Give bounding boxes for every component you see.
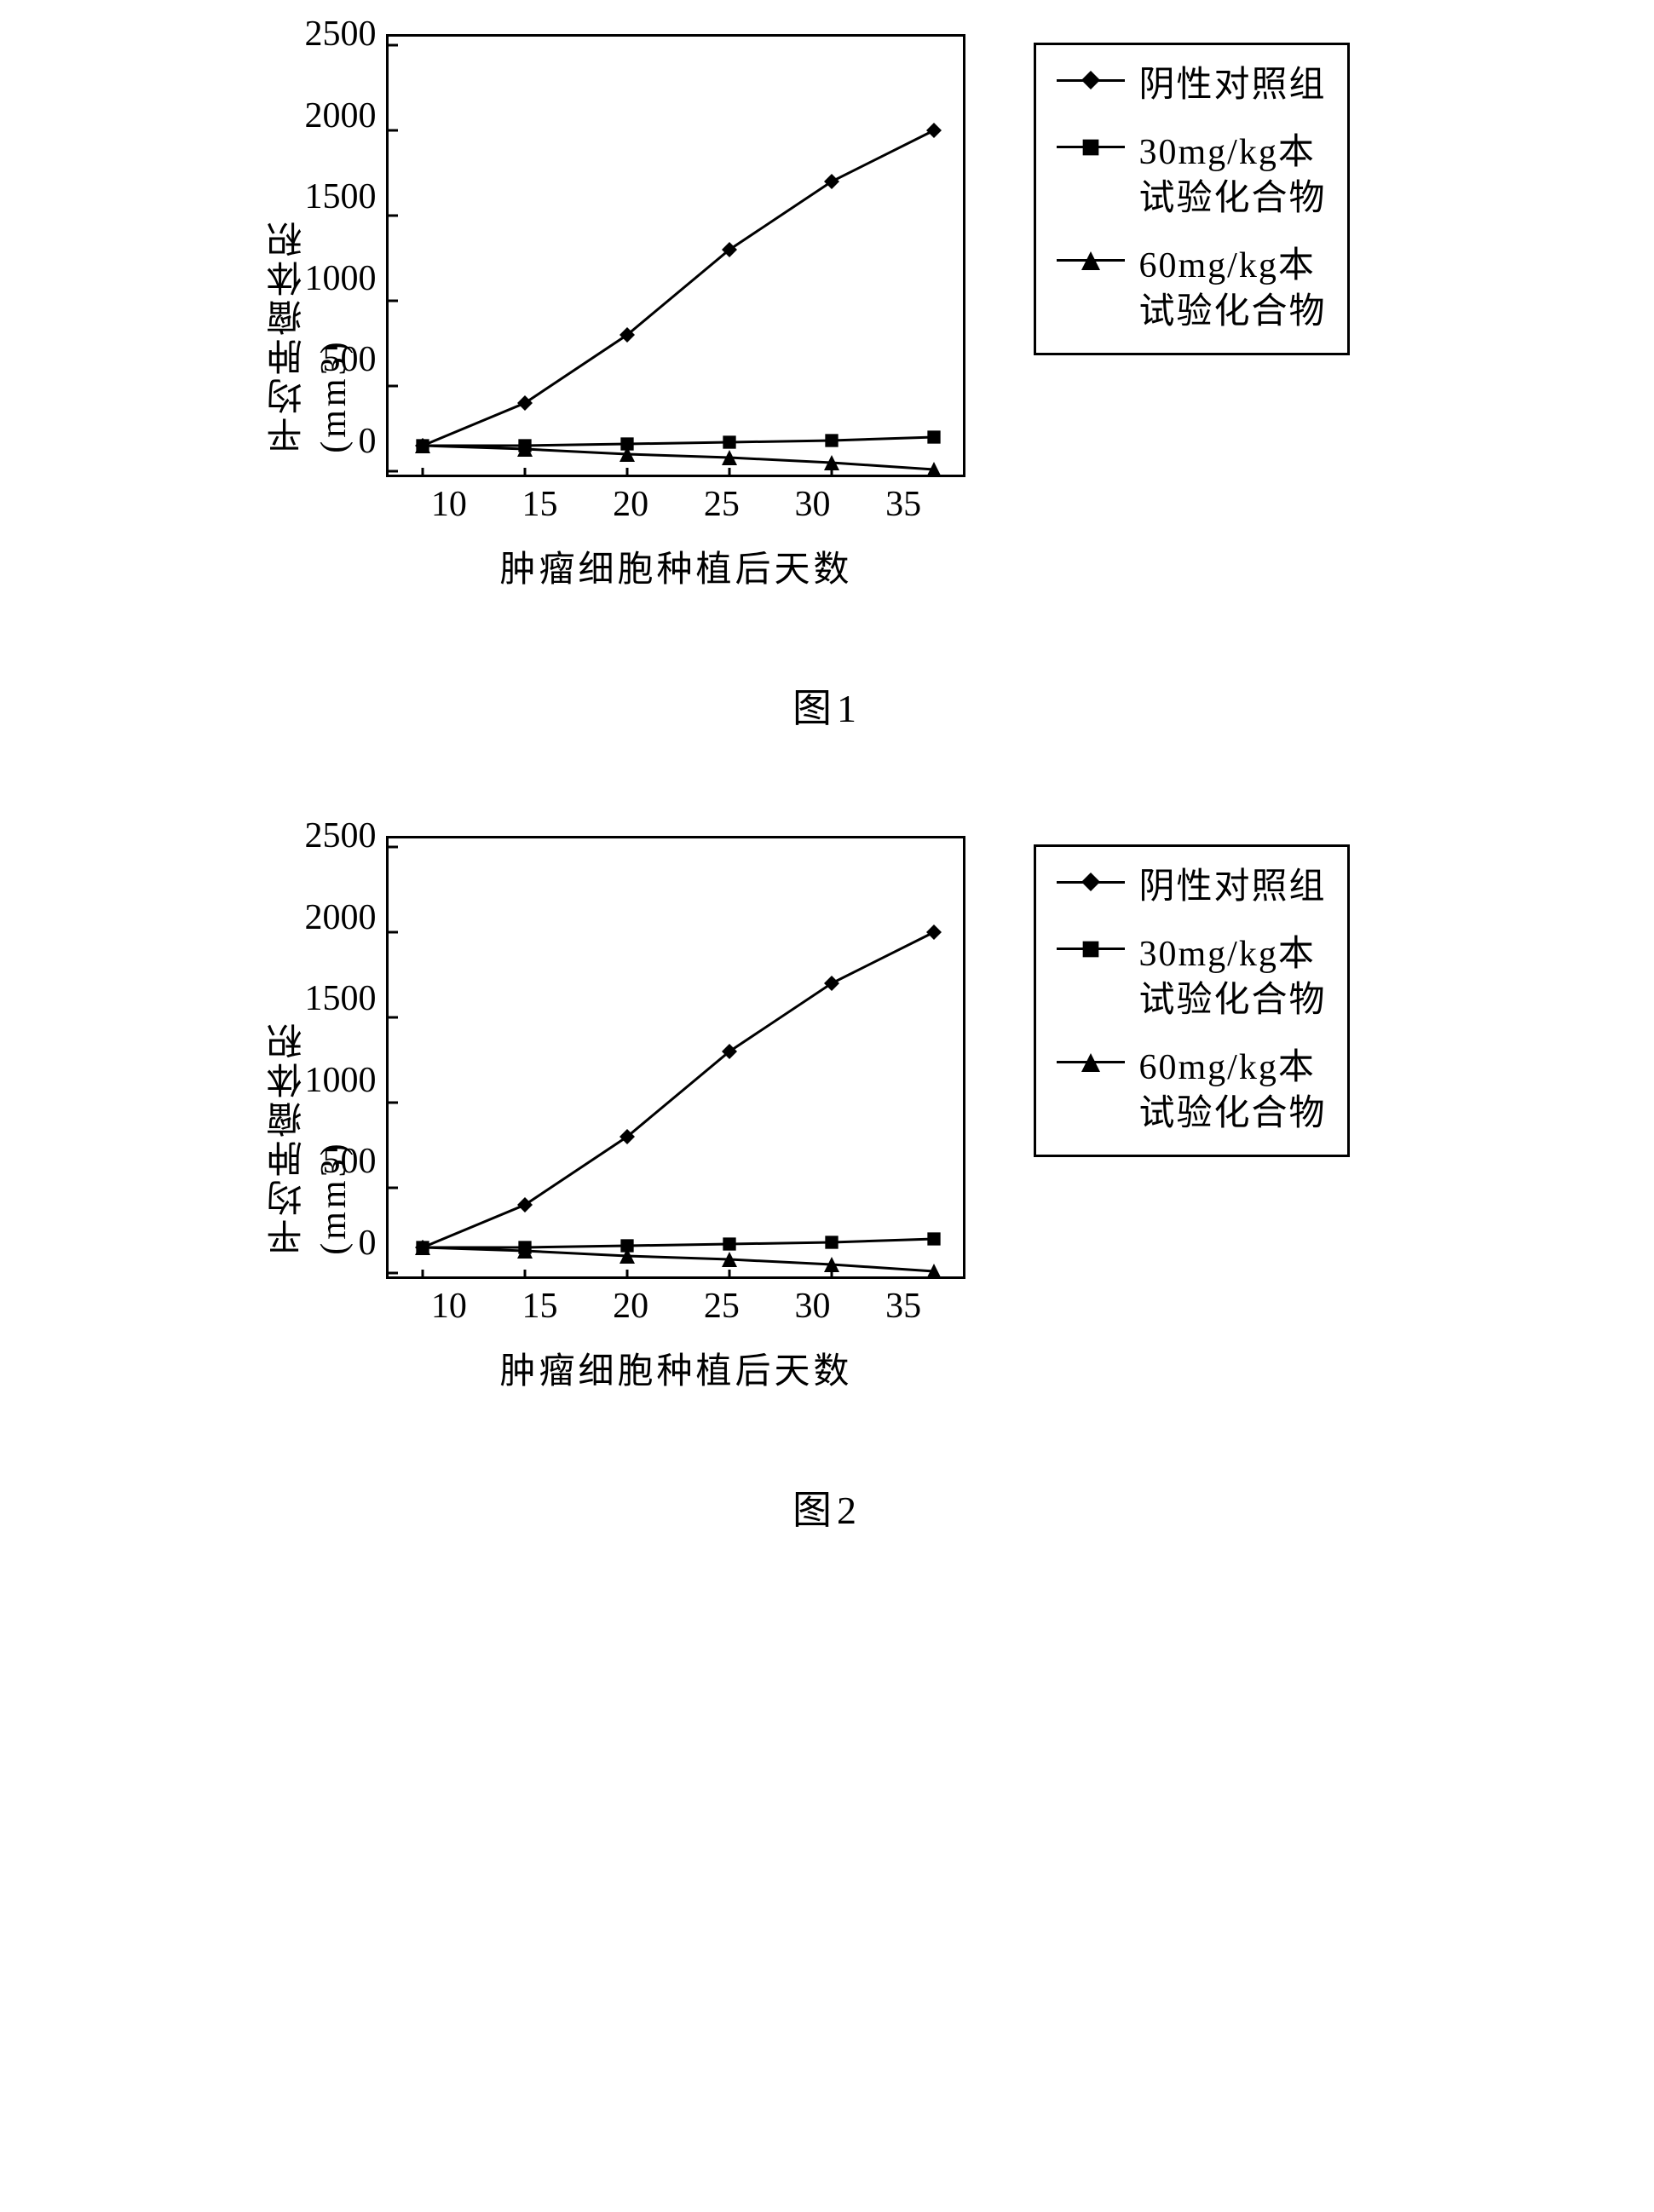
legend-marker-diamond — [1057, 62, 1125, 98]
y-tick-label: 2000 — [304, 900, 376, 936]
legend-marker-square — [1057, 931, 1125, 967]
plot-area — [386, 836, 965, 1279]
x-axis-label: 肿瘤细胞种植后天数 — [386, 1342, 965, 1394]
legend-marker-square — [1057, 130, 1125, 165]
x-tick-label: 10 — [403, 484, 494, 525]
x-ticks: 101520253035 — [386, 1286, 965, 1327]
y-tick-label: 2500 — [304, 16, 376, 52]
x-tick-label: 30 — [767, 484, 858, 525]
figure-caption: 图1 — [34, 677, 1620, 734]
x-tick-label: 25 — [677, 1286, 768, 1327]
figure-caption: 图2 — [34, 1479, 1620, 1535]
legend: 阴性对照组 30mg/kg本试验化合物 60mg/kg本试验化合物 — [1034, 844, 1349, 1157]
chart-plot — [389, 838, 968, 1282]
legend-label: 30mg/kg本试验化合物 — [1138, 931, 1326, 1024]
x-tick-label: 30 — [767, 1286, 858, 1327]
legend-label: 30mg/kg本试验化合物 — [1138, 130, 1326, 222]
x-ticks: 101520253035 — [386, 484, 965, 525]
y-axis-label: 平均肿瘤体积(mm3) — [262, 174, 354, 453]
legend-item: 60mg/kg本试验化合物 — [1057, 243, 1326, 336]
y-tick-label: 0 — [358, 423, 376, 459]
x-tick-label: 20 — [585, 484, 677, 525]
y-tick-label: 2500 — [304, 818, 376, 854]
legend-label: 60mg/kg本试验化合物 — [1138, 1045, 1326, 1138]
legend-item: 60mg/kg本试验化合物 — [1057, 1045, 1326, 1138]
legend-item: 阴性对照组 — [1057, 62, 1326, 109]
x-tick-label: 25 — [677, 484, 768, 525]
x-tick-label: 10 — [403, 1286, 494, 1327]
y-axis-label: 平均肿瘤体积(mm3) — [262, 976, 354, 1255]
legend-item: 30mg/kg本试验化合物 — [1057, 931, 1326, 1024]
figure-1: 平均肿瘤体积(mm3) 25002000150010005000 1015202… — [34, 34, 1620, 734]
x-tick-label: 15 — [494, 1286, 585, 1327]
legend-marker-diamond — [1057, 864, 1125, 900]
legend: 阴性对照组 30mg/kg本试验化合物 60mg/kg本试验化合物 — [1034, 43, 1349, 355]
plot-area — [386, 34, 965, 477]
legend-item: 30mg/kg本试验化合物 — [1057, 130, 1326, 222]
legend-label: 阴性对照组 — [1138, 62, 1326, 109]
x-axis-label: 肿瘤细胞种植后天数 — [386, 540, 965, 592]
x-tick-label: 35 — [858, 484, 949, 525]
x-tick-label: 15 — [494, 484, 585, 525]
legend-label: 60mg/kg本试验化合物 — [1138, 243, 1326, 336]
legend-marker-triangle — [1057, 243, 1125, 279]
legend-label: 阴性对照组 — [1138, 864, 1326, 911]
x-tick-label: 20 — [585, 1286, 677, 1327]
chart-plot — [389, 37, 968, 480]
chart-block: 平均肿瘤体积(mm3) 25002000150010005000 1015202… — [304, 836, 965, 1394]
legend-marker-triangle — [1057, 1045, 1125, 1080]
y-tick-label: 2000 — [304, 98, 376, 134]
y-tick-label: 0 — [358, 1225, 376, 1261]
legend-item: 阴性对照组 — [1057, 864, 1326, 911]
figure-2: 平均肿瘤体积(mm3) 25002000150010005000 1015202… — [34, 836, 1620, 1535]
x-tick-label: 35 — [858, 1286, 949, 1327]
chart-block: 平均肿瘤体积(mm3) 25002000150010005000 1015202… — [304, 34, 965, 592]
